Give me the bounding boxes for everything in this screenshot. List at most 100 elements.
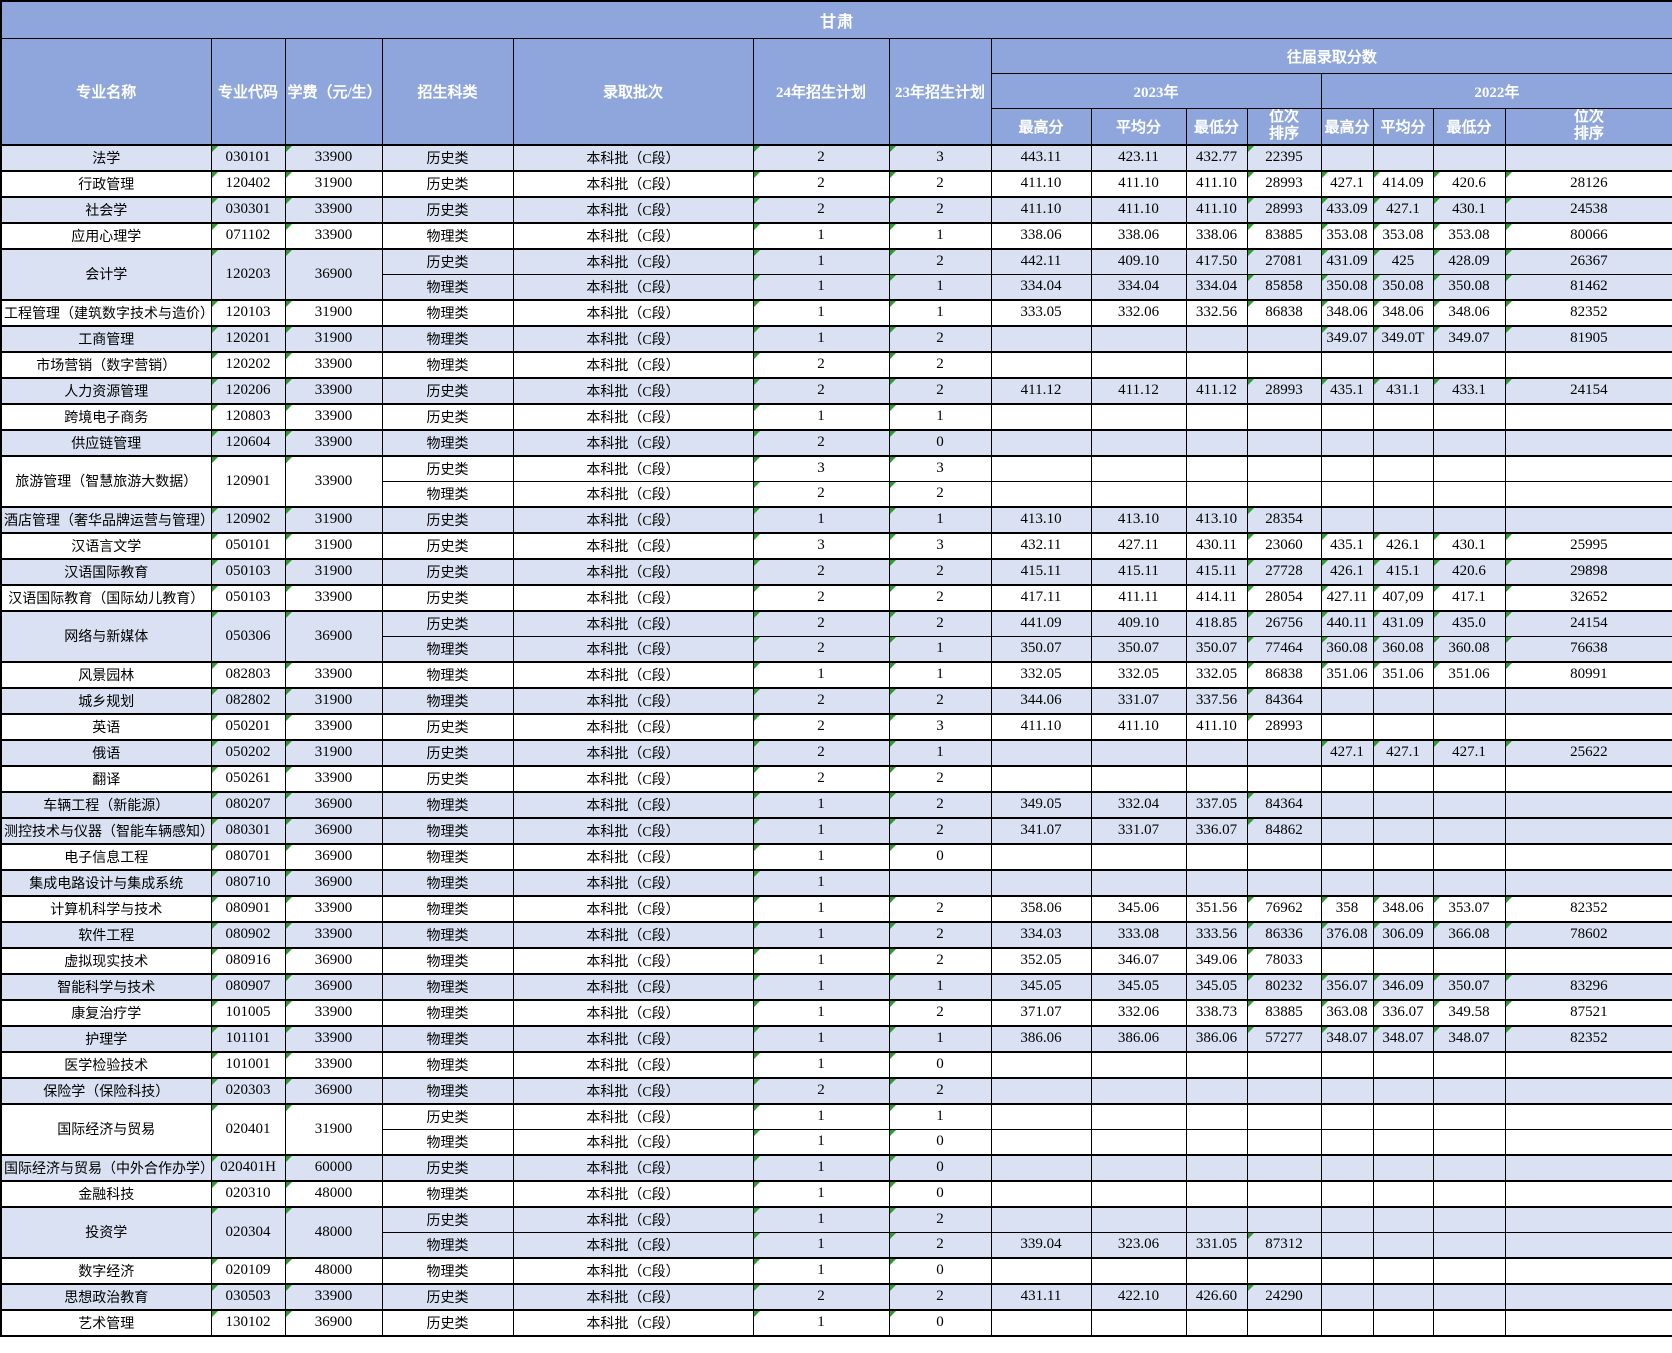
cell-rank-2023: 26756 [1246, 609, 1322, 637]
cell-major-name: 国际经济与贸易（中外合作办学） [0, 1153, 212, 1181]
cell-max-2023 [990, 324, 1092, 352]
cell-rank-2022: 28126 [1504, 169, 1672, 197]
cell-min-2023: 332.56 [1185, 298, 1248, 326]
cell-category: 历史类 [381, 1153, 514, 1181]
cell-major-name: 汉语国际教育 [0, 557, 212, 585]
cell-min-2023: 334.04 [1185, 273, 1248, 300]
cell-avg-2023 [1090, 1179, 1187, 1207]
cell-max-2022: 349.07 [1320, 324, 1374, 352]
cell-plan-2023: 1 [888, 635, 992, 662]
cell-major-code: 120202 [210, 350, 286, 378]
cell-rank-2023 [1246, 402, 1322, 430]
cell-major-code: 020310 [210, 1179, 286, 1207]
cell-category: 物理类 [381, 920, 514, 948]
table-row: 汉语国际教育（国际幼儿教育） 050103 33900 历史类 本科批（C段） 2 2 417… [0, 583, 1672, 611]
cell-min-2023: 411.10 [1185, 712, 1248, 740]
cell-batch: 本科批（C段） [512, 1231, 754, 1258]
table-row: 虚拟现实技术 080916 36900 物理类 本科批（C段） 1 2 352.05 346.0… [0, 946, 1672, 974]
cell-batch: 本科批（C段） [512, 298, 754, 326]
cell-category: 物理类 [381, 790, 514, 818]
cell-rank-2023: 22395 [1246, 143, 1322, 171]
cell-avg-2023: 413.10 [1090, 505, 1187, 533]
cell-plan-2024: 1 [752, 998, 890, 1026]
cell-plan-2023: 0 [888, 1128, 992, 1155]
cell-batch: 本科批（C段） [512, 480, 754, 507]
table-row: 俄语 050202 31900 历史类 本科批（C段） 2 1 427.1 427.1 427.1… [0, 738, 1672, 766]
cell-max-2023 [990, 1205, 1092, 1233]
cell-plan-2023: 2 [888, 790, 992, 818]
cell-avg-2022: 348.06 [1372, 298, 1434, 326]
cell-min-2023 [1185, 1128, 1248, 1155]
table-row: 城乡规划 082802 31900 物理类 本科批（C段） 2 2 344.06 331.07 3… [0, 686, 1672, 714]
cell-major-code: 020401H [210, 1153, 286, 1181]
cell-major-code: 130102 [210, 1308, 286, 1336]
cell-rank-2023 [1246, 454, 1322, 482]
cell-max-2022 [1320, 868, 1374, 896]
cell-plan-2024: 1 [752, 1024, 890, 1052]
col-header-avg-2023: 平均分 [1090, 108, 1187, 145]
cell-plan-2023: 3 [888, 712, 992, 740]
cell-plan-2023: 2 [888, 247, 992, 275]
cell-category: 物理类 [381, 868, 514, 896]
cell-plan-2024: 1 [752, 868, 890, 896]
cell-avg-2022 [1372, 842, 1434, 870]
cell-avg-2022 [1372, 764, 1434, 792]
cell-category: 物理类 [381, 972, 514, 1000]
cell-plan-2024: 1 [752, 946, 890, 974]
cell-min-2022: 366.08 [1432, 920, 1506, 948]
cell-min-2022 [1432, 764, 1506, 792]
cell-max-2023 [990, 738, 1092, 766]
cell-major-name: 城乡规划 [0, 686, 212, 714]
cell-rank-2022: 80991 [1504, 660, 1672, 688]
cell-batch: 本科批（C段） [512, 894, 754, 922]
cell-rank-2022 [1504, 1102, 1672, 1130]
cell-max-2022: 440.11 [1320, 609, 1374, 637]
cell-rank-2023 [1246, 1308, 1322, 1336]
cell-batch: 本科批（C段） [512, 868, 754, 896]
cell-min-2023: 411.12 [1185, 376, 1248, 404]
cell-category: 历史类 [381, 1102, 514, 1130]
cell-major-name: 俄语 [0, 738, 212, 766]
cell-major-code: 120902 [210, 505, 286, 533]
cell-min-2023: 418.85 [1185, 609, 1248, 637]
cell-rank-2022: 25622 [1504, 738, 1672, 766]
cell-batch: 本科批（C段） [512, 1102, 754, 1130]
table-row: 投资学 020304 48000 历史类 本科批（C段） 1 2 [0, 1205, 1672, 1258]
cell-max-2023 [990, 1153, 1092, 1181]
cell-batch: 本科批（C段） [512, 635, 754, 662]
cell-min-2022 [1432, 1256, 1506, 1284]
cell-tuition: 36900 [284, 946, 383, 974]
cell-category: 物理类 [381, 998, 514, 1026]
cell-major-code: 050201 [210, 712, 286, 740]
cell-max-2023: 332.05 [990, 660, 1092, 688]
cell-category: 历史类 [381, 195, 514, 223]
cell-batch: 本科批（C段） [512, 324, 754, 352]
cell-min-2023 [1185, 1050, 1248, 1078]
cell-plan-2024: 3 [752, 454, 890, 482]
cell-min-2023 [1185, 1205, 1248, 1233]
cell-major-name: 保险学（保险科技） [0, 1076, 212, 1104]
cell-plan-2024: 1 [752, 972, 890, 1000]
cell-rank-2022: 78602 [1504, 920, 1672, 948]
cell-category: 物理类 [381, 946, 514, 974]
cell-avg-2023: 323.06 [1090, 1231, 1187, 1258]
cell-max-2022 [1320, 143, 1374, 171]
cell-plan-2023: 2 [888, 169, 992, 197]
table-row: 测控技术与仪器（智能车辆感知） 080301 36900 物理类 本科批（C段） 1 2 34… [0, 816, 1672, 844]
table-row: 康复治疗学 101005 33900 物理类 本科批（C段） 1 2 371.07 332.06… [0, 998, 1672, 1026]
cell-max-2022: 427.1 [1320, 169, 1374, 197]
cell-min-2022: 420.6 [1432, 169, 1506, 197]
table-row: 风景园林 082803 33900 物理类 本科批（C段） 1 1 332.05 332.05 3… [0, 660, 1672, 688]
cell-category: 物理类 [381, 660, 514, 688]
cell-min-2022: 420.6 [1432, 557, 1506, 585]
cell-major-name: 应用心理学 [0, 221, 212, 249]
cell-avg-2022 [1372, 428, 1434, 456]
cell-plan-2024: 2 [752, 609, 890, 637]
cell-max-2022 [1320, 842, 1374, 870]
cell-min-2022: 349.58 [1432, 998, 1506, 1026]
cell-avg-2023: 345.06 [1090, 894, 1187, 922]
cell-rank-2023: 28354 [1246, 505, 1322, 533]
cell-min-2023 [1185, 1102, 1248, 1130]
cell-plan-2024: 1 [752, 1231, 890, 1258]
cell-plan-2024: 2 [752, 143, 890, 171]
